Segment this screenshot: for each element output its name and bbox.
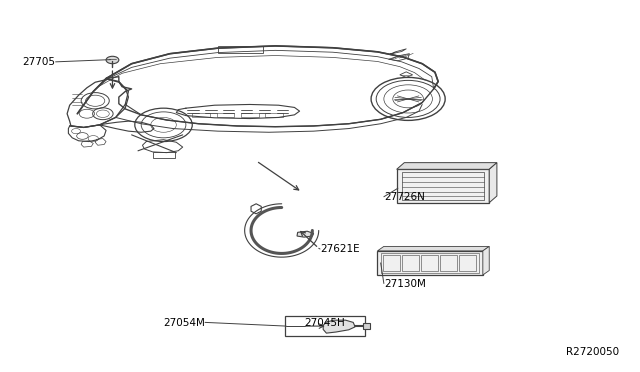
- Polygon shape: [489, 163, 497, 203]
- Text: 27130M: 27130M: [384, 279, 426, 289]
- Polygon shape: [297, 231, 314, 237]
- Bar: [459, 254, 476, 271]
- Text: 27045H: 27045H: [304, 318, 345, 328]
- Bar: [216, 113, 234, 117]
- Polygon shape: [378, 246, 489, 251]
- Bar: [192, 113, 210, 117]
- Bar: [402, 254, 419, 271]
- Bar: [381, 253, 479, 273]
- Text: 27705: 27705: [22, 57, 55, 67]
- Bar: [285, 316, 365, 336]
- Text: 27054M: 27054M: [163, 318, 205, 328]
- Polygon shape: [323, 320, 355, 333]
- Bar: [440, 254, 457, 271]
- Circle shape: [106, 56, 119, 64]
- Bar: [378, 251, 483, 275]
- Bar: [241, 113, 259, 117]
- Text: 27726N: 27726N: [384, 192, 425, 202]
- Polygon shape: [364, 323, 370, 329]
- Bar: [402, 171, 484, 201]
- Text: R2720050: R2720050: [566, 347, 619, 357]
- Bar: [265, 113, 283, 117]
- Polygon shape: [483, 246, 489, 275]
- Bar: [420, 254, 438, 271]
- Bar: [218, 46, 262, 52]
- Bar: [153, 151, 175, 158]
- Polygon shape: [397, 163, 497, 169]
- Bar: [397, 169, 489, 203]
- Bar: [383, 254, 400, 271]
- Text: 27621E: 27621E: [320, 244, 360, 254]
